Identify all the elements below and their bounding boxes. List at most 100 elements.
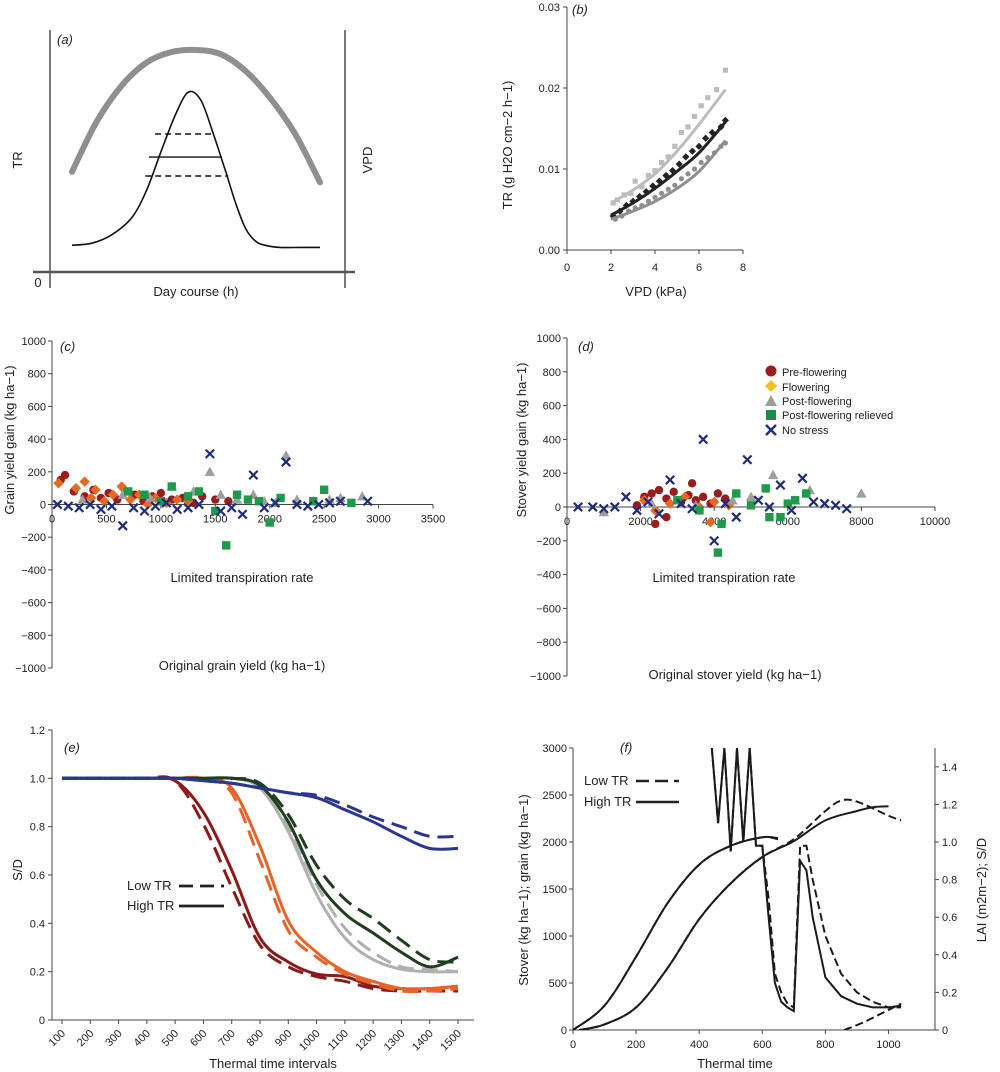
panel-c-point-no-stress [335,496,346,507]
panel-d-annotation: Limited transpiration rate [652,570,795,585]
panel-c-point-orange-points [90,484,101,495]
panel-d-point-post-flowering-relieved [776,512,785,522]
panel-c-annotation: Limited transpiration rate [170,570,313,585]
panel-e-ytick-label: 1.2 [30,725,45,737]
panel-c-ytick-label: 600 [28,401,46,413]
panel-b-point [632,205,638,211]
panel-b-point [698,103,704,109]
panel-f-ytick-right-label: 0.4 [942,950,957,962]
panel-e-legend-low: Low TR [127,878,172,893]
panel-b-ylabel: TR (g H2O cm−2 h−1) [500,81,515,210]
panel-f-ytick-label: 2000 [543,837,567,849]
panel-c-ytick-label: 800 [28,369,46,381]
panel-b-point [622,201,630,210]
panel-b-point [629,197,637,205]
panel-d-point-no-stress [720,498,731,509]
panel-f-ylabel: Stover (kg ha−1); grain (kg ha−1) [516,794,531,986]
panel-d-point-no-stress [775,480,786,491]
panel-f-ytick-label: 3000 [543,743,567,755]
panel-d-point-no-stress [676,498,687,509]
legend-marker-pre-flowering [765,365,777,377]
panel-f-ytick-label: 500 [549,978,567,990]
panel-f-xtick-label: 800 [816,1039,834,1051]
panel-c-point-no-stress [302,501,313,512]
panel-c-xtick-label: 1500 [203,514,227,526]
panel-d-point-no-stress [841,503,852,514]
panel-b-ytick-label: 0.02 [539,83,560,95]
panel-c-point-no-stress [291,499,302,510]
panel-c-point-post-flowering-relieved [140,490,149,499]
panel-b-point [682,153,690,161]
panel-d-ytick-label: 800 [543,367,561,379]
panel-c-ytick-label: −200 [21,532,46,544]
panel-c-point-post-flowering-relieved [124,487,133,496]
panel-b-point [612,216,619,222]
panel-b-ytick-label: 0.01 [539,164,560,176]
panel-f-legend: Low TR High TR [584,773,679,809]
panel-e-xtick-label: 300 [103,1028,124,1049]
panel-d-ytick-label: 400 [543,434,561,446]
panel-b-point [702,134,710,142]
panel-c-point-post-flowering [215,489,226,499]
panel-d-point-orange-points [664,498,676,509]
panel-c-ytick-label: −600 [21,598,46,610]
panel-f-stover-low-line [573,836,779,1030]
panel-b-point [655,177,663,185]
panel-b-point [636,192,644,201]
panel-c-point-post-flowering-relieved [254,497,264,506]
legend-label-no-stress: No stress [782,425,829,437]
panel-f-ytick-right-label: 1.4 [942,762,957,774]
panel-f-xlabel: Thermal time [697,1056,773,1071]
panel-c-ytick-label: −800 [21,630,46,642]
panel-c-point-orange-points [99,496,110,507]
panel-d-point-post-flowering-relieved [765,512,774,522]
panel-f-ytick-label: 1500 [543,884,567,896]
panel-c-point-no-stress [226,502,237,513]
legend-marker-flowering [765,380,777,392]
panel-c-point-pre-flowering [224,497,233,506]
panel-f-legend-low: Low TR [584,773,629,788]
panel-e-xtick-label: 600 [188,1028,209,1049]
panel-e-xtick-label: 100 [47,1028,68,1049]
panel-c-xtick-label: 3000 [366,514,390,526]
panel-b-point [722,140,729,146]
panel-b-xtick-label: 4 [652,262,658,274]
panel-f-ytick-label: 0 [561,1025,567,1037]
panel-d-point-no-stress [587,502,598,512]
panel-d-point-post-flowering [727,495,738,505]
panel-d-point-no-stress [731,512,742,523]
panel-d-point-no-stress [830,500,841,511]
panel-a-ylabel-right: VPD [360,147,375,174]
panel-b-point [639,202,645,209]
panel-f-ylabel-right: LAI (m2m−2); S/D [974,838,989,942]
panel-d-point-post-flowering-relieved [713,548,723,557]
panel-e: (e) S/D Thermal time intervals 0 0.2 0.4 0.… [10,725,474,1071]
panel-e-ytick-label: 1.0 [30,773,45,785]
panel-e-series-line [62,776,459,991]
panel-e-xlabel: Thermal time intervals [209,1056,337,1071]
panel-c-point-post-flowering-relieved [167,482,176,491]
panel-b-point [708,128,716,137]
panel-b-point [669,167,677,175]
panel-b-point [665,186,671,192]
panel-d: (d) Stover yield gain (kg ha−1) Limited … [514,333,950,683]
panel-e-xtick-label: 1400 [410,1028,436,1054]
panel-a-ylabel: TR [10,151,25,168]
panel-b-point [698,159,704,166]
panel-c-xtick-label: 0 [49,514,55,526]
panel-f-ytick-right-label: 1.0 [942,837,957,849]
panel-f-ytick-right-label: 0.2 [942,987,957,999]
panel-c-point-post-flowering-relieved [183,492,193,501]
panel-c-point-pre-flowering [60,470,70,480]
panel-b-point [642,188,650,196]
panel-d-ytick-label: −600 [536,603,561,615]
panel-c-point-post-flowering-relieved [276,493,285,503]
panel-b-point [678,176,685,182]
panel-b-xtick-label: 8 [740,262,746,274]
panel-e-legend-high: High TR [127,898,174,913]
panel-d-point-no-stress [709,535,720,546]
panel-b-label: (b) [572,2,588,17]
panel-c-point-no-stress [85,499,96,510]
panel-b-point [662,171,670,180]
panel-a-vpd-curve [69,46,323,186]
